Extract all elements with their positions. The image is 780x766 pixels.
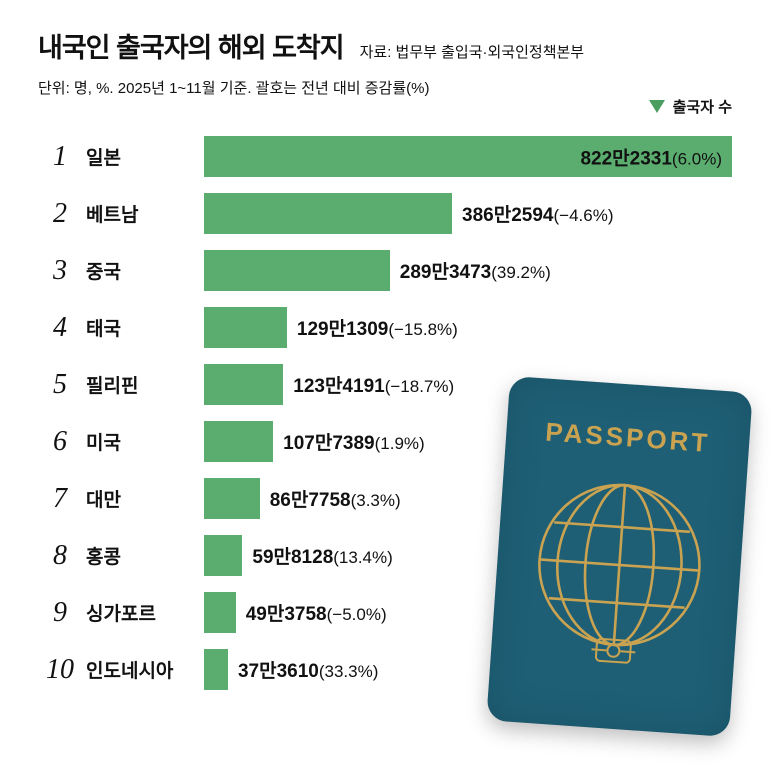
departure-count: 86만7758 [269,490,351,511]
globe-icon [537,483,701,647]
bar-track: 59만8128 (13.4%) [204,535,732,576]
country-label: 홍콩 [86,547,121,568]
chart-row: 7 대만 86만7758 (3.3%) [38,470,780,527]
country-label: 중국 [86,262,121,283]
rank-number: 6 [53,425,67,457]
rank-number: 4 [53,311,67,343]
legend-label: 출국자 수 [672,99,732,116]
title-row: 내국인 출국자의 해외 도착지 자료: 법무부 출입국·외국인정책본부 [38,26,742,65]
legend: 출국자 수 [648,96,732,117]
change-rate: (33.3%) [318,662,379,681]
value-label: 822만2331 (6.0%) [580,143,722,170]
subtitle: 단위: 명, %. 2025년 1~11월 기준. 괄호는 전년 대비 증감률(… [38,80,430,97]
chart-row: 3 중국 289만3473 (39.2%) [38,242,780,299]
change-rate: (−15.8%) [388,320,458,339]
change-rate: (3.3%) [350,491,401,510]
country-label: 싱가포르 [86,604,156,625]
value-label: 49만3758 (−5.0%) [246,599,387,626]
country-label: 베트남 [86,205,139,226]
bar [204,478,260,519]
rank-number: 7 [53,482,67,514]
departure-count: 49만3758 [245,604,327,625]
globe-wrap [492,469,747,662]
bar [204,307,287,348]
bar [204,364,284,405]
change-rate: (1.9%) [374,434,425,453]
biometric-chip-icon [590,636,636,670]
change-rate: (−4.6%) [553,206,614,225]
bar [204,250,390,291]
value-label: 86만7758 (3.3%) [270,485,401,512]
country-label: 필리핀 [86,376,139,397]
change-rate: (13.4%) [333,548,393,567]
chart-row: 4 태국 129만1309 (−15.8%) [38,299,780,356]
country-label: 태국 [86,319,121,340]
value-label: 386만2594 (−4.6%) [462,200,613,227]
change-rate: (−18.7%) [384,377,455,396]
bar-track: 49만3758 (−5.0%) [204,592,732,633]
bar-track: 289만3473 (39.2%) [204,250,732,291]
departure-count: 289만3473 [399,262,492,283]
rank-number: 8 [53,539,67,571]
departure-count: 822만2331 [580,148,672,169]
passport-label: PASSPORT [544,416,712,459]
bar [204,649,228,690]
chart-row: 10 인도네시아 37만3610 (33.3%) [38,641,780,698]
bar-track: 123만4191 (−18.7%) [204,364,732,405]
country-label: 일본 [86,148,121,169]
departure-count: 386만2594 [462,205,554,226]
bar-track: 86만7758 (3.3%) [204,478,732,519]
country-label: 미국 [86,433,121,454]
chart-row: 9 싱가포르 49만3758 (−5.0%) [38,584,780,641]
chart-row: 1 일본 822만2331 (6.0%) [38,128,780,185]
country-label: 대만 [86,490,121,511]
bar-track: 107만7389 (1.9%) [204,421,732,462]
change-rate: (6.0%) [671,149,722,168]
bar-track: 129만1309 (−15.8%) [204,307,732,348]
value-label: 59만8128 (13.4%) [252,542,392,569]
rank-number: 9 [53,596,67,628]
legend-triangle-icon [648,100,665,113]
departure-count: 123만4191 [293,376,385,397]
departure-count: 37만3610 [237,661,319,682]
value-label: 37만3610 (33.3%) [238,656,378,683]
chart-row: 2 베트남 386만2594 (−4.6%) [38,185,780,242]
bar [204,421,274,462]
bar [204,535,243,576]
header: 내국인 출국자의 해외 도착지 자료: 법무부 출입국·외국인정책본부 단위: … [38,26,742,98]
passport-illustration: PASSPORT [486,375,753,738]
source-note: 자료: 법무부 출입국·외국인정책본부 [359,44,585,61]
chart-row: 5 필리핀 123만4191 (−18.7%) [38,356,780,413]
rank-number: 2 [53,197,67,229]
rank-number: 5 [53,368,67,400]
rank-number: 1 [53,140,67,172]
rank-number: 10 [46,653,74,685]
bar [204,592,236,633]
value-label: 289만3473 (39.2%) [400,257,551,284]
change-rate: (39.2%) [491,263,551,282]
bar-track: 822만2331 (6.0%) [204,136,732,177]
value-label: 107만7389 (1.9%) [283,428,425,455]
rank-number: 3 [53,254,67,286]
country-label: 인도네시아 [86,661,174,682]
departure-count: 59만8128 [252,547,334,568]
departure-count: 129만1309 [296,319,389,340]
bar [204,193,453,234]
value-label: 129만1309 (−15.8%) [297,314,458,341]
bar-track: 386만2594 (−4.6%) [204,193,732,234]
bar-track: 37만3610 (33.3%) [204,649,732,690]
chart-row: 6 미국 107만7389 (1.9%) [38,413,780,470]
bar: 822만2331 (6.0%) [204,136,732,177]
change-rate: (−5.0%) [326,605,387,624]
bar-chart: 1 일본 822만2331 (6.0%) 2 베트남 386만2594 (−4.6%) 3 중국 2… [38,128,780,698]
departure-count: 107만7389 [283,433,375,454]
chart-row: 8 홍콩 59만8128 (13.4%) [38,527,780,584]
page-title: 내국인 출국자의 해외 도착지 [38,33,345,63]
value-label: 123만4191 (−18.7%) [293,371,454,398]
